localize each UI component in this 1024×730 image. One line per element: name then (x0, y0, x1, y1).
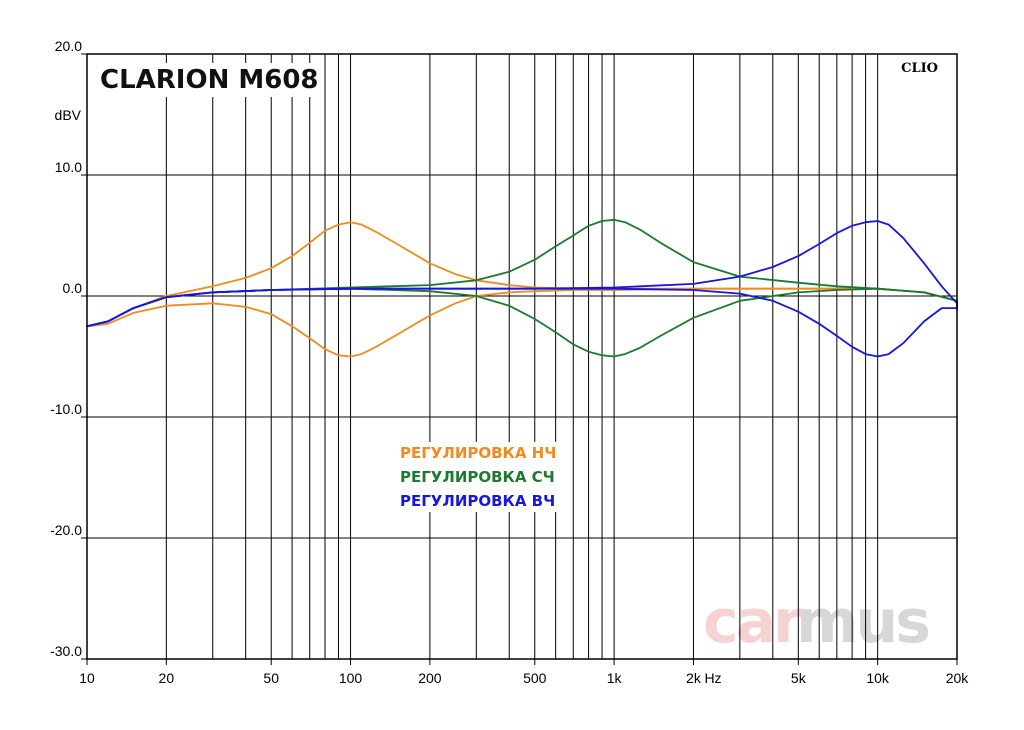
y-tick-label: -30.0 (50, 643, 82, 659)
series-2-curve-1 (86, 218, 958, 328)
y-tick-label: -10.0 (50, 401, 82, 417)
x-tick-label: 200 (418, 670, 442, 686)
y-tick-label: -20.0 (50, 522, 82, 538)
y-tick-label: 10.0 (55, 159, 82, 175)
watermark-part-mus: mus (796, 587, 928, 657)
legend-entry-2: РЕГУЛИРОВКА СЧ (400, 468, 555, 486)
x-tick-label: 20k (946, 670, 970, 686)
series-1-curve-1 (86, 221, 958, 328)
series-1-curve-2 (86, 287, 958, 358)
series-3-curve-2 (86, 287, 958, 358)
x-axis-unit-label: Hz (704, 670, 721, 686)
chart-title: CLARION M608 (100, 65, 319, 95)
x-tick-label: 20 (159, 670, 175, 686)
y-tick-label: 20.0 (55, 38, 82, 54)
x-tick-label: 500 (523, 670, 547, 686)
plot-frame (86, 53, 958, 660)
x-tick-label: 1k (607, 670, 623, 686)
x-tick-label: 2k (686, 670, 702, 686)
clio-badge: CLIO (901, 61, 938, 76)
y-axis-unit-label: dBV (55, 107, 82, 123)
legend-background (396, 442, 561, 512)
series-3-curve-1 (86, 220, 958, 328)
watermark-part-car: car (703, 587, 803, 657)
legend-entry-1: РЕГУЛИРОВКА НЧ (400, 444, 556, 462)
axes: 20.0 10.0 0.0 -10.0 -20.0 -30.0 10 20 50 100 200 50… (50, 38, 969, 686)
curves (86, 218, 958, 358)
x-tick-label: 50 (263, 670, 279, 686)
legend-entry-3: РЕГУЛИРОВКА ВЧ (400, 492, 555, 510)
legend: РЕГУЛИРОВКА НЧ РЕГУЛИРОВКА СЧ РЕГУЛИРОВКА … (396, 442, 561, 512)
x-tick-label: 5k (791, 670, 807, 686)
series-2-curve-2 (86, 287, 958, 358)
y-tick-label: 0.0 (63, 280, 83, 296)
x-tick-label: 10k (866, 670, 890, 686)
grid-lines (87, 54, 957, 659)
x-tick-label: 100 (339, 670, 363, 686)
title-background (96, 63, 323, 97)
x-tick-label: 10 (79, 670, 95, 686)
carmus-watermark: car mus (703, 587, 931, 657)
